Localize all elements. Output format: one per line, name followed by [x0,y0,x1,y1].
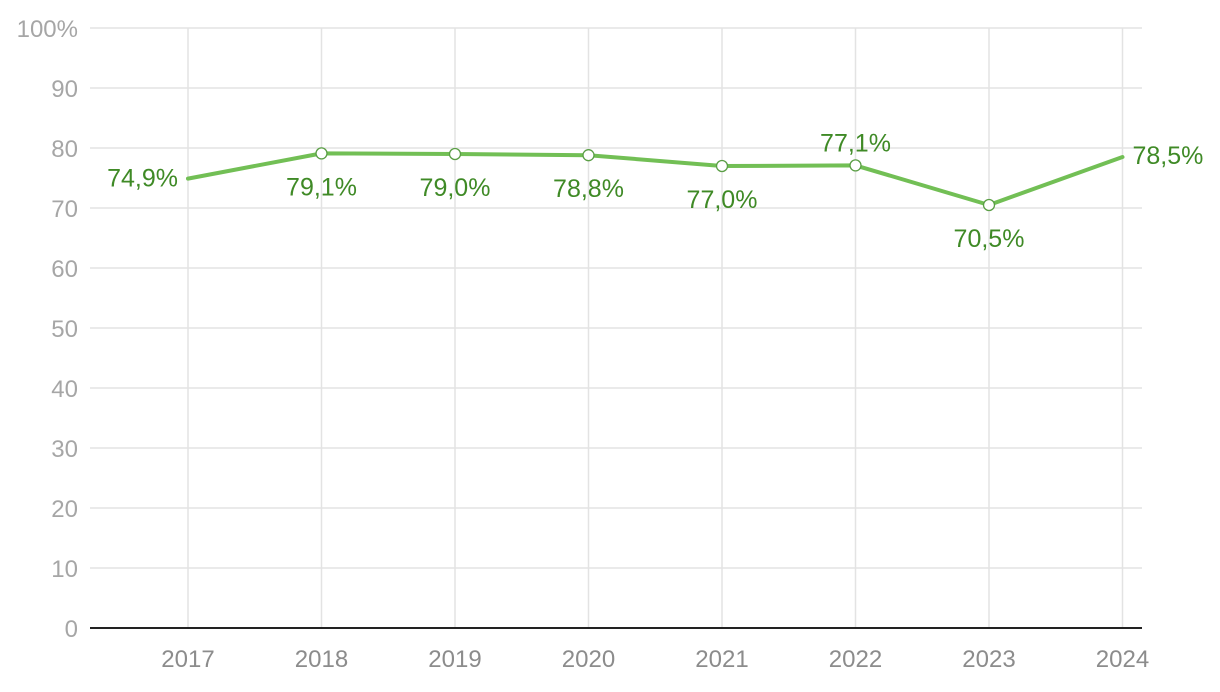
y-tick-label-60: 60 [51,256,78,283]
series-layer [186,147,1125,212]
series-line-0 [186,151,1125,207]
data-label-2024: 78,5% [1133,142,1204,170]
y-tick-label-50: 50 [51,316,78,343]
data-point-2022 [849,159,862,172]
y-tick-label-10: 10 [51,556,78,583]
y-tick-label-90: 90 [51,76,78,103]
data-point-2018 [315,147,328,160]
x-tick-label-2024: 2024 [1096,646,1149,673]
data-point-2020 [582,149,595,162]
x-tick-label-2017: 2017 [161,646,214,673]
data-label-2020: 78,8% [553,175,624,203]
data-label-2018: 79,1% [286,173,357,201]
data-labels: 74,9% 79,1% 79,0% 78,8% 77,0% 77,1% 70,5% 78,5% [107,129,1203,253]
y-tick-label-70: 70 [51,196,78,223]
y-tick-label-20: 20 [51,496,78,523]
x-tick-label-2019: 2019 [428,646,481,673]
y-axis-tick-labels: 0 10 20 30 40 50 60 70 80 90 100% [17,16,78,643]
data-label-2023: 70,5% [954,225,1025,253]
data-label-2021: 77,0% [687,186,758,214]
y-tick-label-40: 40 [51,376,78,403]
y-tick-label-80: 80 [51,136,78,163]
data-point-2023 [982,198,996,212]
y-tick-label-0: 0 [65,616,78,643]
x-tick-label-2022: 2022 [829,646,882,673]
x-tick-label-2021: 2021 [695,646,748,673]
y-tick-label-30: 30 [51,436,78,463]
data-label-2022: 77,1% [820,129,891,157]
y-tick-label-100: 100% [17,16,78,43]
data-label-2019: 79,0% [420,174,491,202]
x-tick-label-2018: 2018 [295,646,348,673]
x-axis-tick-labels: 2017 2018 2019 2020 2021 2022 2023 2024 [161,646,1149,673]
data-point-2021 [715,159,729,173]
data-point-2019 [448,147,462,161]
grid-lines [90,27,1142,628]
x-tick-label-2020: 2020 [562,646,615,673]
x-tick-label-2023: 2023 [962,646,1015,673]
data-label-2017: 74,9% [107,165,178,193]
